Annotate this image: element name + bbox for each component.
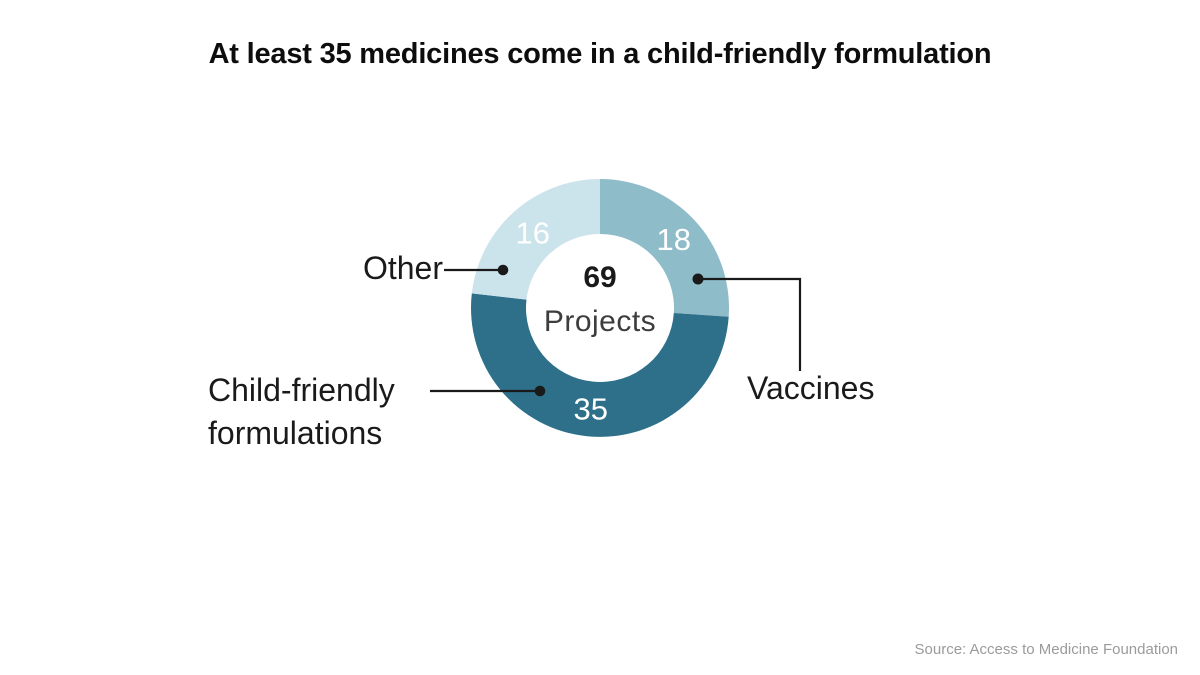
donut-value-labels-group: 18 35 16 (516, 216, 691, 427)
donut-center-text: 69 Projects (500, 261, 700, 339)
callout-label-other: Other (362, 250, 443, 286)
callout-label-child-friendly-formulations: Child-friendly formulations (208, 372, 395, 451)
vaccines-leader-line (698, 277, 802, 371)
donut-center-label: Projects (543, 305, 657, 338)
segment-value-other: 16 (516, 216, 550, 251)
chart-title: At least 35 medicines come in a child-fr… (208, 38, 992, 70)
donut-segment-child-friendly-formulations (471, 293, 729, 437)
segment-value-child-friendly-formulations: 35 (574, 392, 608, 427)
child-friendly-leader-dot (534, 385, 546, 397)
callout-label-vaccines: Vaccines (747, 370, 875, 406)
source-attribution: Source: Access to Medicine Foundation (914, 641, 1178, 658)
segment-value-vaccines: 18 (657, 222, 691, 257)
other-leader-dot (497, 264, 509, 276)
vaccines-leader-dot (692, 273, 704, 285)
donut-center-value: 69 (583, 261, 617, 294)
